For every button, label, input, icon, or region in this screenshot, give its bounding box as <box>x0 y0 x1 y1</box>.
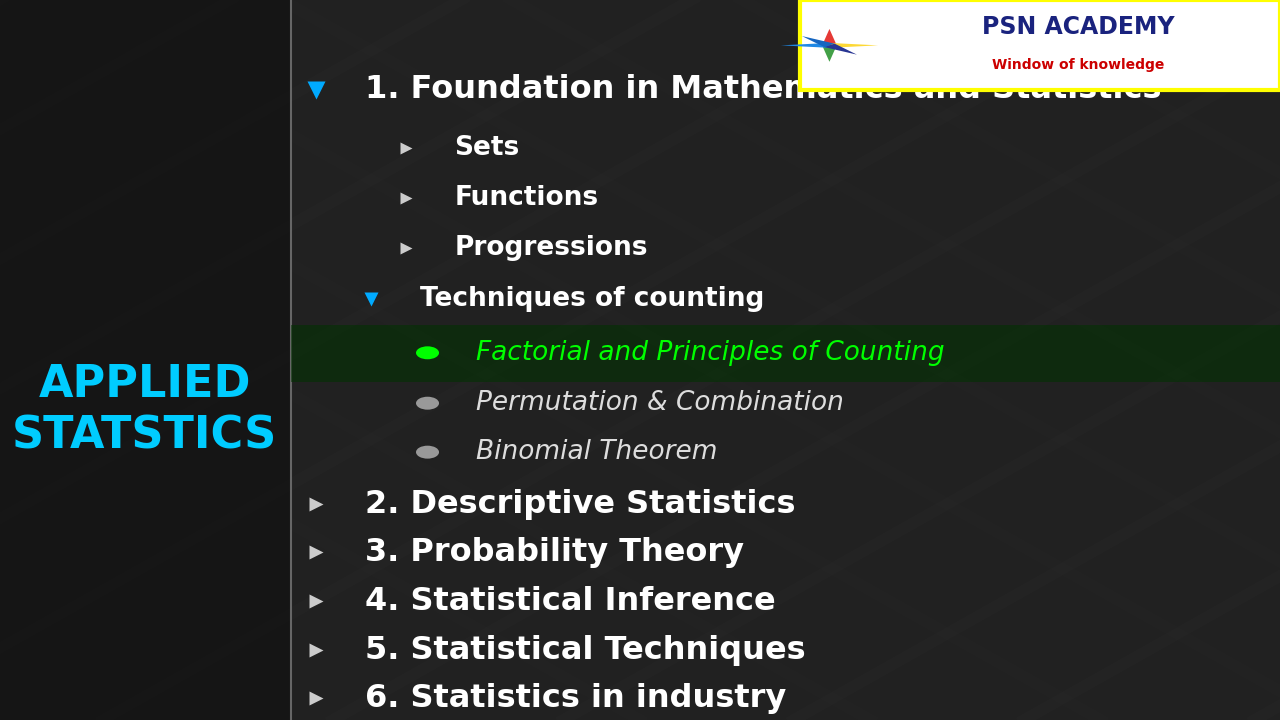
Text: 6. Statistics in industry: 6. Statistics in industry <box>365 683 786 714</box>
Circle shape <box>416 397 439 410</box>
Text: Factorial and Principles of Counting: Factorial and Principles of Counting <box>476 340 945 366</box>
Text: Techniques of counting: Techniques of counting <box>420 286 764 312</box>
Text: 3. Probability Theory: 3. Probability Theory <box>365 536 744 568</box>
Circle shape <box>416 346 439 359</box>
Polygon shape <box>822 29 837 45</box>
Text: Sets: Sets <box>454 135 520 161</box>
Text: Progressions: Progressions <box>454 235 648 261</box>
FancyBboxPatch shape <box>800 0 1280 90</box>
Polygon shape <box>822 45 837 62</box>
FancyBboxPatch shape <box>291 0 1280 720</box>
Text: 2. Descriptive Statistics: 2. Descriptive Statistics <box>365 488 795 520</box>
Text: 5. Statistical Techniques: 5. Statistical Techniques <box>365 634 805 666</box>
FancyBboxPatch shape <box>291 325 1280 382</box>
Text: 1. Foundation in Mathematics and Statistics: 1. Foundation in Mathematics and Statist… <box>365 74 1161 106</box>
Text: Binomial Theorem: Binomial Theorem <box>476 439 718 465</box>
Polygon shape <box>781 43 829 48</box>
FancyBboxPatch shape <box>0 0 291 720</box>
Text: Functions: Functions <box>454 185 599 211</box>
Circle shape <box>416 446 439 459</box>
Polygon shape <box>803 36 835 47</box>
Text: 4. Statistical Inference: 4. Statistical Inference <box>365 585 776 617</box>
Text: APPLIED
STATSTICS: APPLIED STATSTICS <box>12 363 278 458</box>
Polygon shape <box>824 44 856 55</box>
Text: Window of knowledge: Window of knowledge <box>992 58 1165 72</box>
Text: PSN ACADEMY: PSN ACADEMY <box>982 15 1175 39</box>
Text: Permutation & Combination: Permutation & Combination <box>476 390 844 416</box>
Polygon shape <box>829 43 878 48</box>
